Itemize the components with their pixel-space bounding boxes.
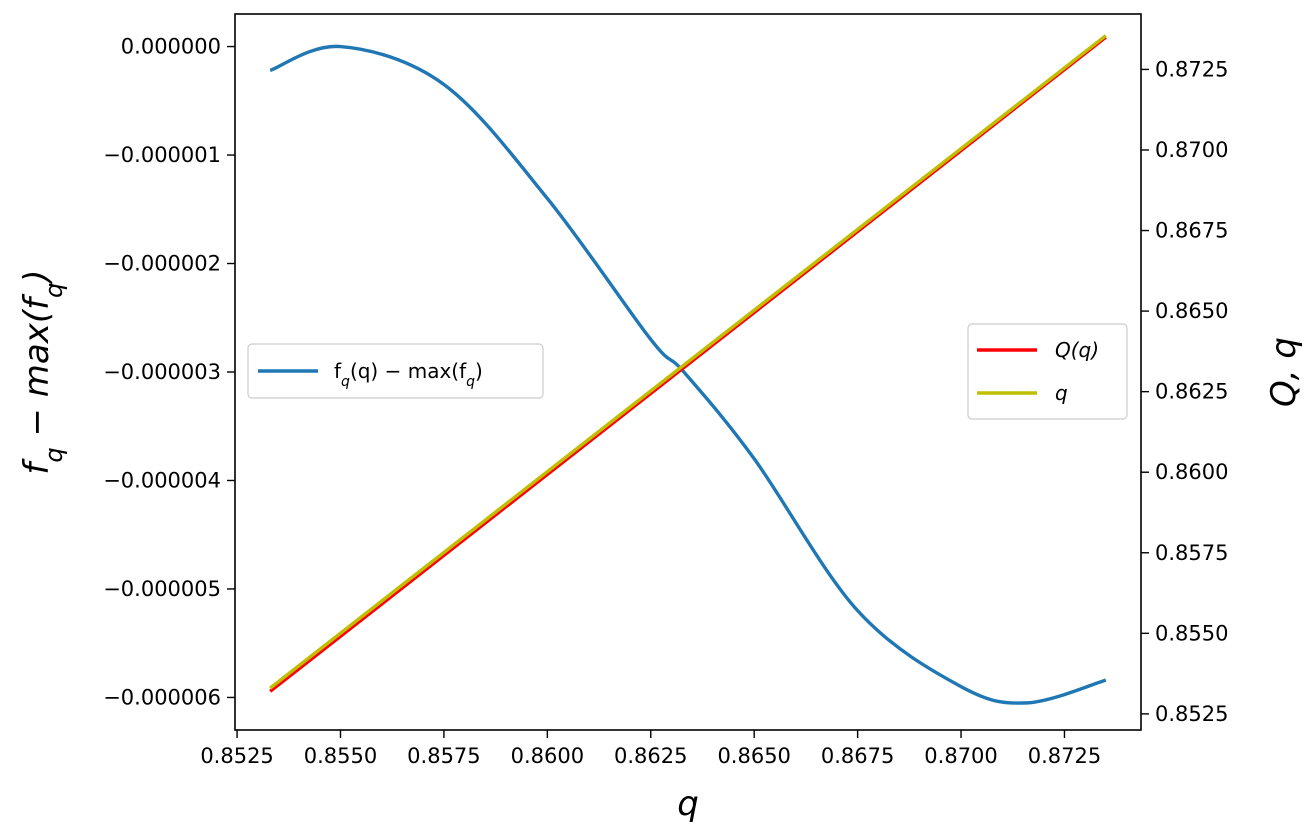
x-tick-label: 0.8600: [511, 744, 584, 768]
x-tick-label: 0.8575: [407, 744, 480, 768]
y-axis-right: 0.8525 0.8550 0.8575 0.8600 0.8625 0.8650 0.86…: [1141, 57, 1228, 726]
y-axis-left-label: fq − max(fq): [17, 269, 68, 474]
y-left-tick-label: −0.000006: [103, 685, 221, 709]
x-tick-label: 0.8725: [1028, 744, 1101, 768]
y-right-tick-label: 0.8725: [1155, 57, 1228, 81]
y-right-tick-label: 0.8575: [1155, 541, 1228, 565]
series-line: [269, 34, 1107, 690]
y-right-tick-label: 0.8625: [1155, 380, 1228, 404]
y-right-tick-label: 0.8650: [1155, 299, 1228, 323]
y-left-tick-label: −0.000004: [103, 468, 221, 492]
x-axis-label: q: [677, 784, 699, 824]
y-right-tick-label: 0.8675: [1155, 219, 1228, 243]
legend-left-box: [247, 343, 544, 399]
x-tick-label: 0.8675: [821, 744, 894, 768]
y-right-tick-label: 0.8600: [1155, 460, 1228, 484]
x-tick-label: 0.8650: [717, 744, 790, 768]
legend-right: Q(q) q: [967, 323, 1128, 420]
legend-right-box: [967, 323, 1128, 420]
y-axis-left: 0.000000 −0.000001 −0.000002 −0.000003 −0.00…: [103, 35, 235, 709]
y-left-tick-label: −0.000002: [103, 252, 221, 276]
y-left-tick-label: −0.000003: [103, 360, 221, 384]
x-axis: 0.8525 0.8550 0.8575 0.8600 0.8625 0.8650 0.86…: [200, 730, 1101, 768]
y-left-tick-label: 0.000000: [121, 35, 221, 59]
y-right-tick-label: 0.8550: [1155, 621, 1228, 645]
legend-entry-label: q: [1055, 381, 1068, 405]
y-axis-right-label: Q, q: [1264, 337, 1304, 407]
y-left-tick-label: −0.000005: [103, 577, 221, 601]
x-tick-label: 0.8525: [200, 744, 273, 768]
legend-left: fq(q) − max(fq): [247, 343, 544, 399]
x-tick-label: 0.8550: [304, 744, 377, 768]
legend-entry-label: Q(q): [1055, 338, 1099, 362]
y-right-tick-label: 0.8700: [1155, 138, 1228, 162]
series-lines: [269, 34, 1107, 705]
y-left-tick-label: −0.000001: [103, 143, 221, 167]
series-line: [269, 44, 1107, 705]
legend-entry-label: fq(q) − max(fq): [334, 359, 483, 390]
x-tick-label: 0.8625: [614, 744, 687, 768]
x-tick-label: 0.8700: [924, 744, 997, 768]
y-right-tick-label: 0.8525: [1155, 702, 1228, 726]
